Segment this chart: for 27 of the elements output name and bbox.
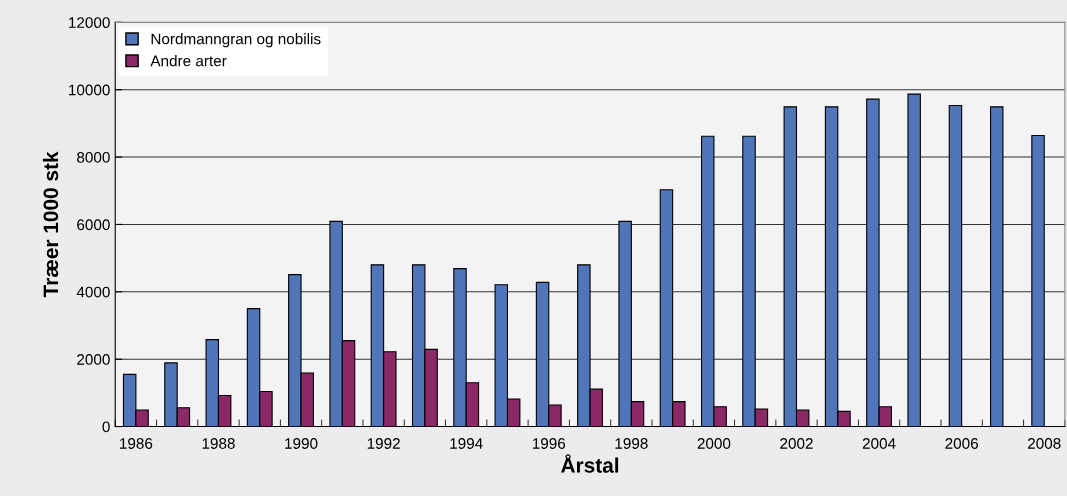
x-tick-label: 2006	[945, 438, 978, 449]
x-tick-label: 1986	[120, 438, 153, 449]
x-tick-label: 2008	[1028, 438, 1061, 449]
x-tick-label: 1998	[615, 438, 648, 449]
bar	[948, 104, 963, 427]
x-axis-title: Årstal	[561, 454, 619, 473]
bar	[907, 93, 921, 427]
legend-label: Andre arter	[150, 55, 227, 67]
y-tick-label: 2000	[77, 354, 110, 365]
y-tick-label: 10000	[69, 84, 110, 96]
y-axis-title: Træer 1000 stk	[42, 151, 59, 298]
bar	[989, 106, 1004, 427]
x-tick-label: 2002	[780, 438, 813, 449]
bar	[1031, 134, 1045, 427]
legend-label: Nordmanngran og nobilis	[151, 33, 321, 48]
y-tick-label: 4000	[76, 286, 110, 298]
x-tick-label: 1990	[285, 438, 318, 449]
x-tick-label: 1994	[450, 438, 483, 449]
x-tick-label: 1988	[202, 438, 235, 449]
x-tick-label: 1996	[532, 438, 566, 449]
x-tick-label: 1992	[367, 438, 400, 449]
x-tick-label: 2000	[697, 438, 731, 449]
y-tick-label: 12000	[69, 17, 110, 29]
y-tick-label: 6000	[77, 219, 110, 231]
x-tick-label: 2004	[862, 438, 896, 449]
y-tick-label: 0	[102, 421, 110, 433]
y-tick-label: 8000	[77, 151, 110, 163]
